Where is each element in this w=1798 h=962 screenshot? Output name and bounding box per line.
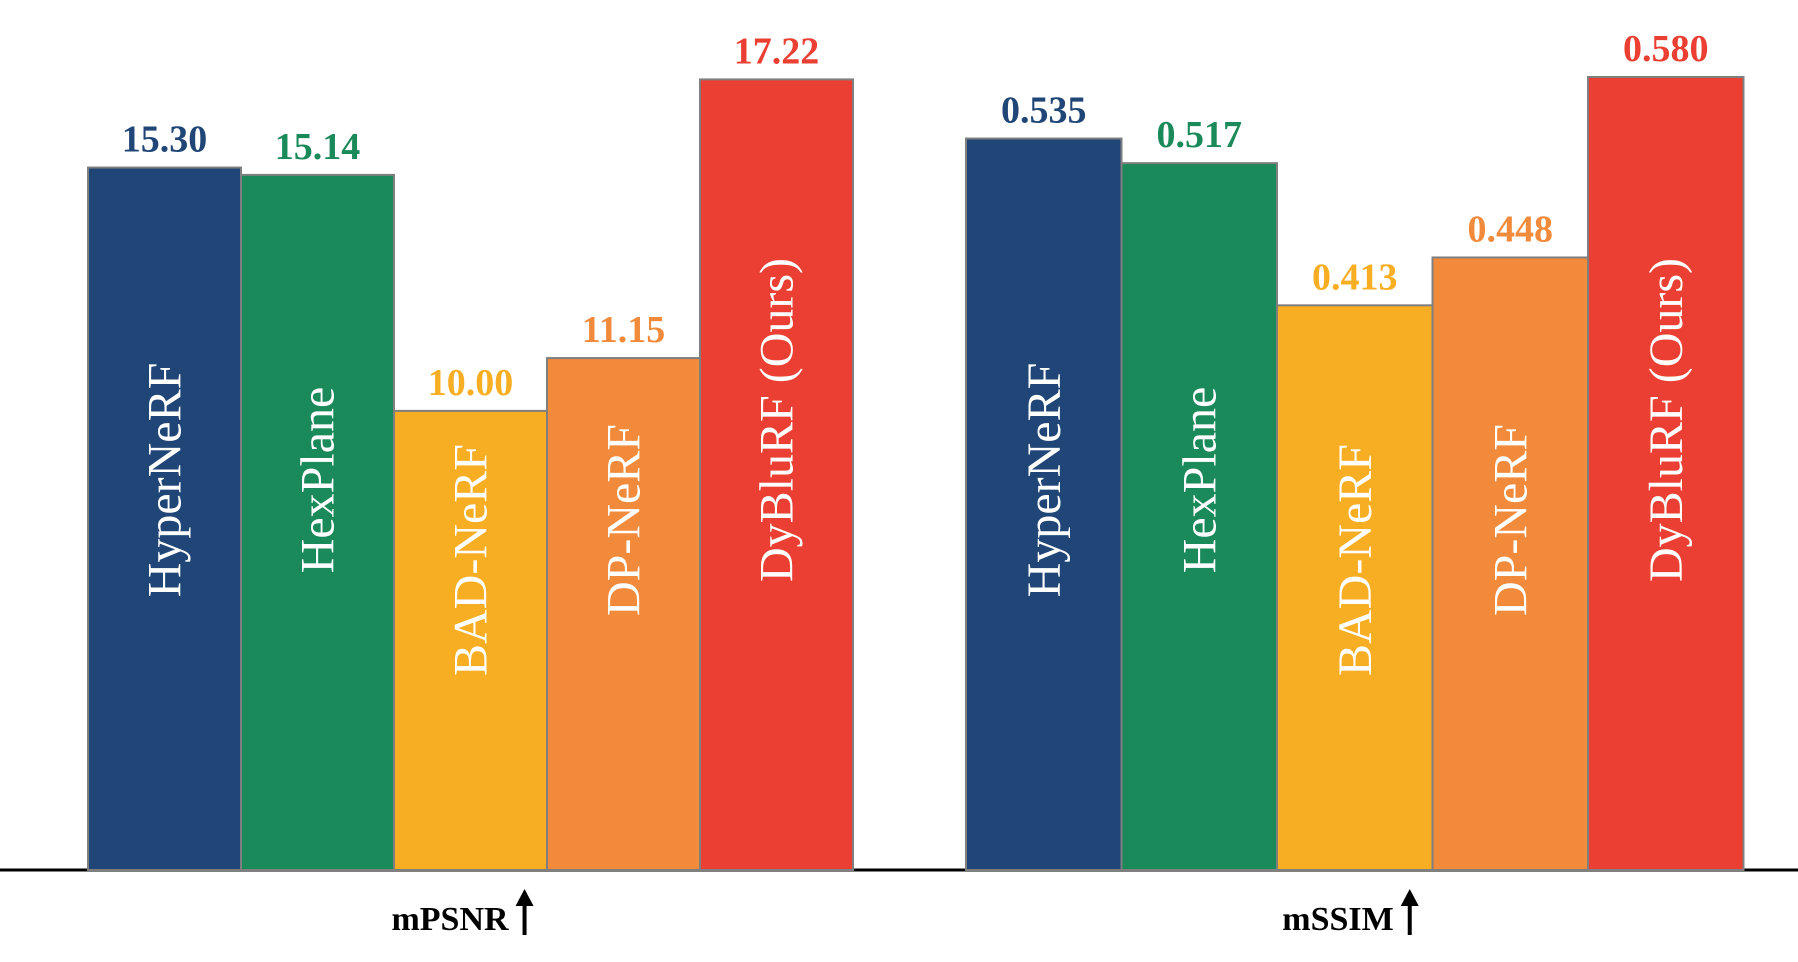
bar-category-label: DyBluRF (Ours) [1640, 258, 1693, 582]
bar-dp-nerf [1431, 256, 1589, 871]
bar-value-label: 15.30 [122, 119, 208, 161]
up-arrow-icon [1400, 889, 1419, 935]
bar-category-label: HyperNeRF [139, 363, 192, 598]
bar-category-label: BAD-NeRF [1329, 444, 1382, 676]
bar-category-label: HexPlane [292, 387, 345, 574]
bar-hypernerf [87, 166, 242, 872]
up-arrow-icon [515, 889, 534, 935]
bar-value-label: 0.413 [1312, 256, 1398, 298]
bar-value-label: 0.535 [1001, 90, 1087, 132]
bar-hypernerf [965, 137, 1123, 871]
bar-value-label: 0.517 [1157, 114, 1243, 156]
bar-category-label: DP-NeRF [1484, 424, 1537, 616]
bar-category-label: BAD-NeRF [445, 444, 498, 676]
bar-value-label: 0.580 [1623, 28, 1709, 70]
bar-value-label: 15.14 [275, 126, 361, 168]
bar-hexplane [240, 173, 395, 871]
metric-label: mPSNR [391, 901, 509, 938]
bar-bad-nerf [1276, 304, 1434, 872]
bar-value-label: 10.00 [428, 362, 514, 404]
bar-dyblurf-ours [699, 78, 854, 871]
bar-dp-nerf [546, 357, 701, 871]
chart-panel-mssim: 0.535 HyperNeRF 0.517 HexPlane 0.413 BAD-NeRF… [965, 28, 1745, 872]
bar-value-label: 11.15 [582, 309, 665, 351]
metric-label: mSSIM [1282, 901, 1393, 938]
bar-category-label: HexPlane [1173, 387, 1226, 574]
chart-panel-mpsnr: 15.30 HyperNeRF 15.14 HexPlane 10.00 BAD-NeRF… [87, 30, 854, 872]
bar-category-label: DyBluRF (Ours) [751, 258, 804, 582]
bar-category-label: HyperNeRF [1018, 363, 1071, 598]
bar-dyblurf-ours [1587, 76, 1745, 871]
bar-value-label: 0.448 [1468, 208, 1554, 250]
bar-value-label: 17.22 [734, 30, 820, 72]
bar-hexplane [1120, 162, 1278, 871]
bar-bad-nerf [393, 409, 548, 871]
bar-category-label: DP-NeRF [598, 424, 651, 616]
